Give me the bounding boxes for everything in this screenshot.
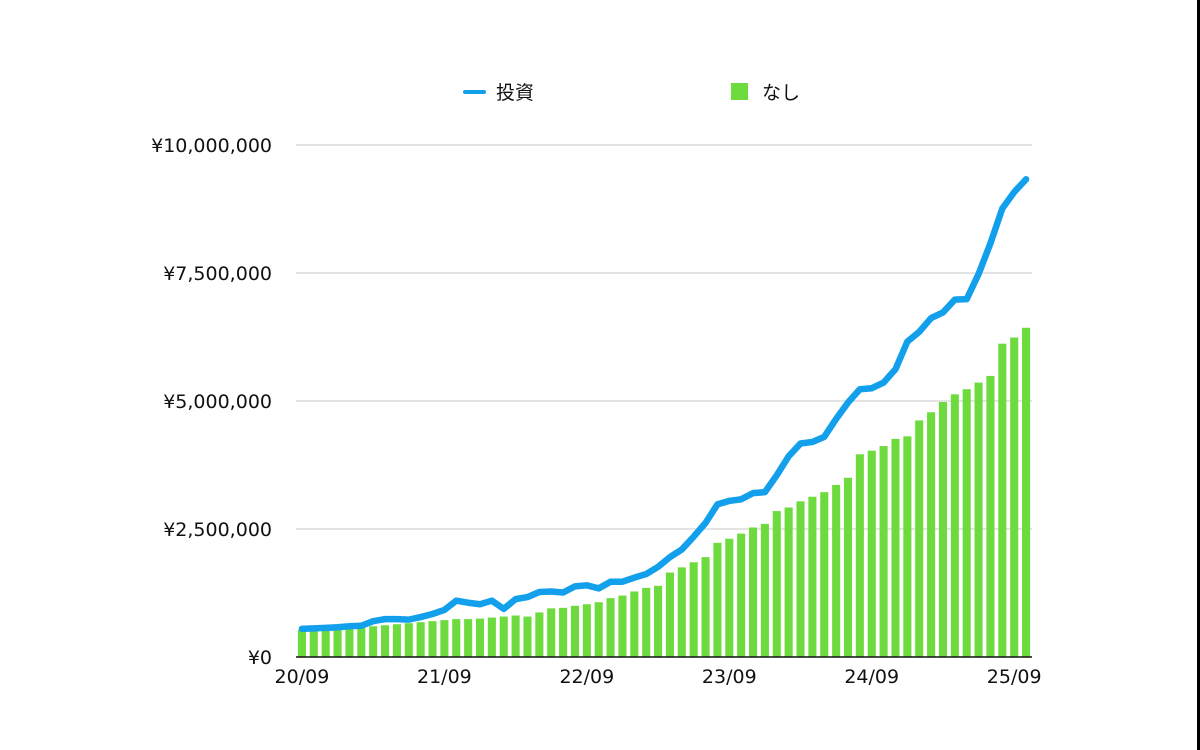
bar	[309, 629, 318, 657]
bar	[832, 484, 841, 657]
bar	[333, 628, 342, 657]
bar	[381, 625, 390, 657]
y-tick-label: ¥10,000,000	[151, 135, 272, 157]
bar	[428, 621, 437, 657]
bar	[903, 436, 912, 657]
bar	[855, 454, 864, 657]
legend-swatch-nashi	[731, 83, 748, 100]
bar	[547, 608, 556, 657]
bar	[677, 567, 686, 657]
bar	[689, 562, 698, 657]
bar	[630, 591, 639, 657]
y-tick-label: ¥5,000,000	[163, 391, 272, 413]
y-tick-label: ¥2,500,000	[163, 519, 272, 541]
bar	[879, 446, 888, 657]
x-tick-label: 23/09	[702, 666, 757, 688]
bar	[654, 585, 663, 657]
bar	[665, 572, 674, 657]
legend-label-nashi: なし	[762, 82, 800, 104]
bar	[796, 501, 805, 657]
bar	[357, 627, 366, 657]
bar	[760, 523, 769, 657]
bar	[392, 624, 401, 657]
bar	[582, 604, 591, 657]
bar	[1010, 337, 1019, 657]
bar	[749, 527, 758, 657]
bar	[440, 620, 449, 657]
legend: 投資 なし	[463, 82, 800, 104]
bar	[321, 628, 330, 657]
bar	[297, 629, 306, 657]
bar	[523, 616, 532, 657]
bar	[927, 412, 936, 657]
bar	[986, 375, 995, 657]
legend-label-toushi: 投資	[496, 82, 534, 104]
x-axis-ticks: 20/09 21/09 22/09 23/09 24/09 25/09	[275, 666, 1042, 688]
bar	[974, 382, 983, 657]
bar	[820, 492, 829, 657]
y-axis-ticks: ¥0 ¥2,500,000 ¥5,000,000 ¥7,500,000 ¥10,000,…	[151, 135, 272, 669]
bar	[725, 538, 734, 657]
bar	[594, 602, 603, 657]
bar	[867, 450, 876, 657]
bar	[464, 619, 473, 657]
bar	[784, 507, 793, 657]
bar	[570, 605, 579, 657]
y-tick-label: ¥0	[248, 647, 272, 669]
bar	[487, 617, 496, 657]
x-tick-label: 20/09	[275, 666, 330, 688]
bar	[938, 402, 947, 657]
x-tick-label: 24/09	[844, 666, 899, 688]
bar	[808, 496, 817, 657]
y-tick-label: ¥7,500,000	[163, 263, 272, 285]
bar	[369, 626, 378, 657]
bar	[1022, 327, 1031, 657]
bar	[772, 511, 781, 657]
bar	[416, 622, 425, 657]
bar-series-nashi	[297, 327, 1031, 657]
bar	[701, 557, 710, 657]
bar	[499, 616, 508, 657]
page-right-border	[1197, 0, 1200, 750]
x-tick-label: 22/09	[559, 666, 614, 688]
x-tick-label: 21/09	[417, 666, 472, 688]
bar	[891, 438, 900, 657]
x-tick-label: 25/09	[987, 666, 1042, 688]
bar	[737, 533, 746, 657]
bar	[606, 598, 615, 657]
bar	[345, 628, 354, 657]
bar	[915, 420, 924, 657]
bar	[642, 587, 651, 657]
bar	[559, 607, 568, 657]
bar	[404, 623, 413, 657]
bar	[475, 618, 485, 657]
bar	[511, 615, 520, 657]
bar	[998, 343, 1007, 657]
bar	[950, 394, 959, 657]
line-series-toushi	[298, 176, 1030, 633]
bar	[962, 389, 971, 657]
bar	[713, 542, 722, 657]
bar	[618, 595, 627, 657]
bar	[452, 619, 461, 657]
bar	[535, 612, 544, 657]
bar	[843, 477, 853, 657]
